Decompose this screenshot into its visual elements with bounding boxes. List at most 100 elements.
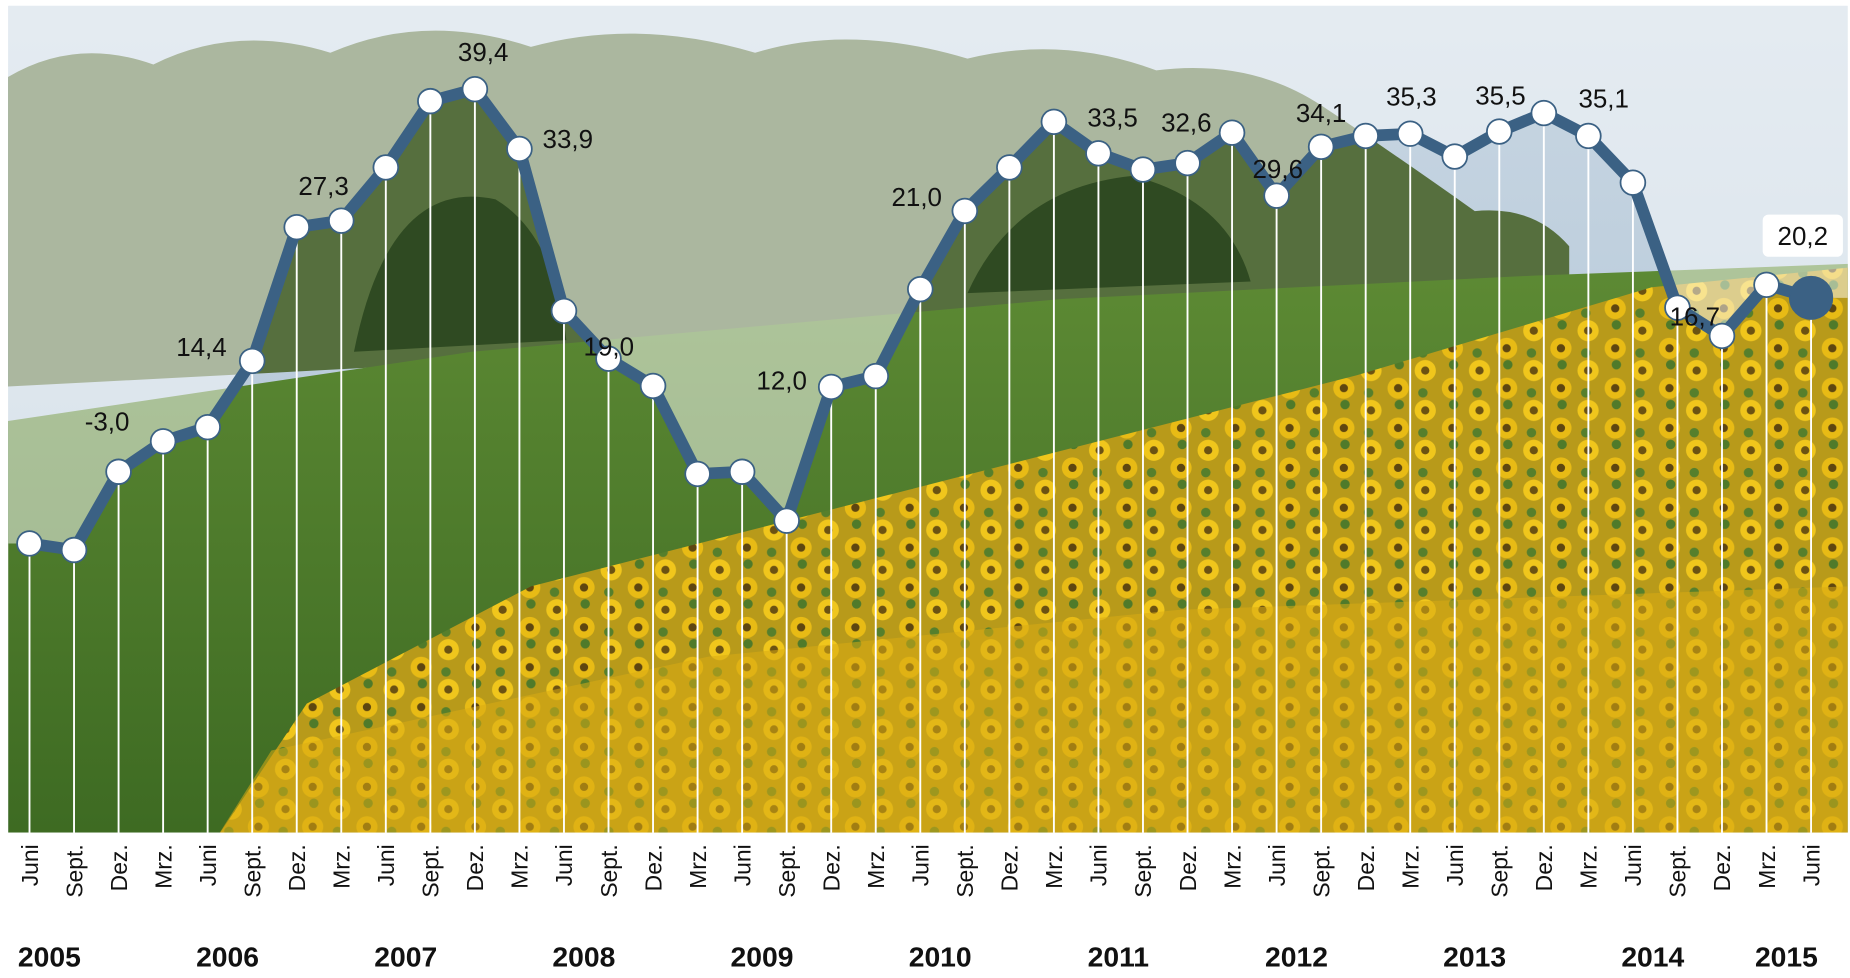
x-tick-label: Juni [17,844,43,886]
x-tick-label: Mrz. [150,844,176,888]
data-marker [327,207,355,234]
data-marker [996,154,1023,181]
x-tick-label: Juni [729,844,755,886]
data-label: 21,0 [891,184,941,212]
x-tick-label: Juni [195,844,221,886]
year-label: 2006 [196,940,259,972]
x-tick-label: Juni [1264,844,1290,886]
data-marker [461,75,489,103]
x-tick-label: Dez. [106,844,132,891]
year-label: 2008 [552,940,615,972]
x-tick-label: Mrz. [328,844,354,888]
data-marker [1486,118,1513,145]
x-tick-label: Dez. [1709,844,1735,891]
data-label: 19,0 [584,334,634,362]
data-marker [773,507,800,534]
x-tick-label: Mrz. [1754,844,1780,888]
data-marker [550,297,578,325]
x-tick-label: Dez. [997,844,1023,891]
data-label: 12,0 [756,367,806,395]
data-marker [1040,108,1068,135]
x-tick-label: Juni [1798,844,1824,886]
data-marker [16,530,43,557]
data-marker [907,275,934,303]
data-label: 27,3 [298,173,348,201]
data-label: 39,4 [458,39,508,67]
x-tick-label: Sept. [418,844,444,897]
year-label: 2007 [374,940,437,972]
data-marker [105,458,132,485]
x-tick-label: Sept. [596,844,622,897]
x-tick-label: Mrz. [863,844,889,888]
year-label: 2013 [1443,940,1506,972]
axis-background [0,832,1850,978]
data-marker [862,362,890,390]
x-tick-label: Sept. [61,844,87,897]
x-tick-label: Mrz. [1041,844,1067,888]
x-tick-label: Sept. [774,844,800,897]
data-label: 33,5 [1087,104,1137,132]
data-label: 16,7 [1670,303,1720,331]
data-marker [595,345,622,372]
x-tick-label: Juni [551,844,577,886]
x-tick-label: Mrz. [1219,844,1245,888]
data-marker [60,536,88,564]
x-tick-label: Dez. [818,844,844,891]
year-label: 2010 [909,940,972,972]
data-marker [1129,156,1157,183]
data-marker [1218,119,1246,146]
data-marker [1307,133,1335,160]
data-marker [372,154,400,181]
x-tick-label: Mrz. [507,844,533,888]
x-tick-label: Sept. [239,844,265,897]
data-marker [639,372,667,400]
x-tick-label: Dez. [1175,844,1201,891]
data-marker [283,214,311,241]
data-marker [417,87,444,115]
data-label: 32,6 [1161,109,1211,137]
x-tick-label: Juni [907,844,933,886]
x-tick-label: Sept. [1130,844,1156,897]
data-marker [1085,140,1112,167]
data-marker [1263,182,1290,209]
data-marker [951,197,979,225]
data-label: 35,1 [1578,86,1628,114]
data-marker [1352,122,1379,150]
year-label: 2011 [1088,940,1149,972]
data-marker [728,458,756,485]
data-marker [1174,149,1201,177]
year-label: 2015 [1755,940,1818,972]
data-marker [238,347,266,375]
x-tick-label: Juni [1086,844,1112,886]
data-label: 20,2 [1778,223,1828,251]
data-label: 35,3 [1386,84,1436,112]
x-tick-label: Juni [1442,844,1468,886]
x-tick-label: Sept. [1486,844,1512,897]
year-label: 2005 [18,940,81,972]
x-tick-label: Dez. [1531,844,1557,891]
x-tick-label: Mrz. [1397,844,1423,888]
data-label: 34,1 [1296,100,1346,128]
x-tick-label: Dez. [640,844,666,891]
label-box [1762,214,1843,257]
data-marker [194,413,221,441]
data-label: 33,9 [543,126,593,154]
data-marker [1530,99,1558,127]
data-label: 14,4 [176,334,226,362]
x-tick-label: Dez. [1353,844,1379,891]
x-tick-label: Sept. [952,844,978,897]
data-marker [817,373,845,401]
data-marker [506,135,533,163]
data-marker [1619,169,1647,196]
x-tick-label: Sept. [1665,844,1691,897]
year-label: 2014 [1621,940,1684,972]
x-tick-label: Dez. [284,844,310,891]
data-marker [684,460,711,488]
data-marker [1753,271,1780,298]
x-tick-label: Juni [1620,844,1646,886]
x-tick-label: Mrz. [1576,844,1602,888]
highlight-marker [1788,275,1834,320]
data-marker [1664,294,1691,321]
x-tick-label: Juni [373,844,399,886]
